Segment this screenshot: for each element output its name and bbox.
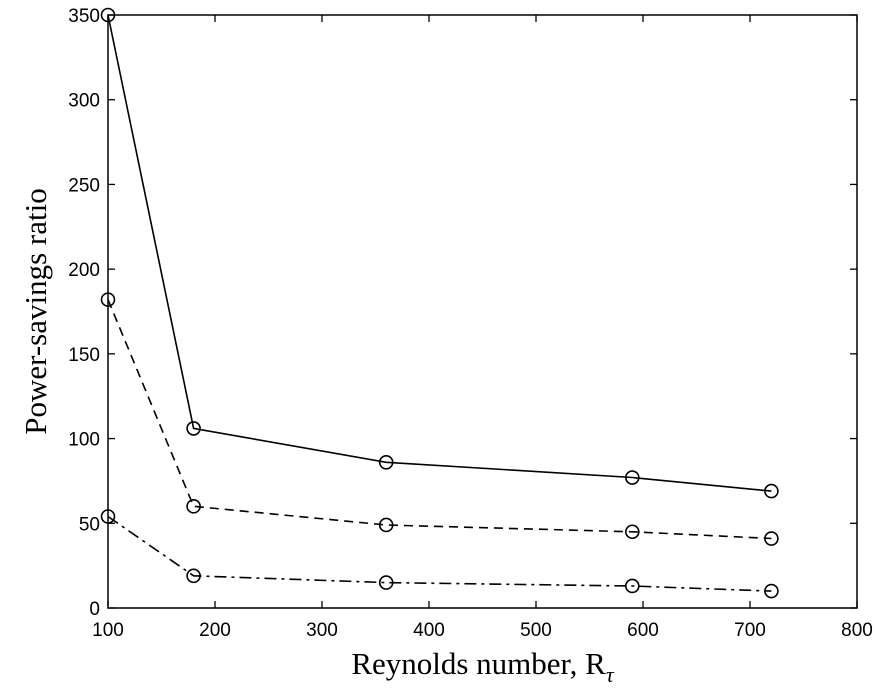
series-line-2 xyxy=(107,299,772,540)
data-point xyxy=(764,531,779,546)
y-axis-label: Power-savings ratio xyxy=(18,188,53,434)
y-tick-label: 100 xyxy=(68,430,100,451)
x-tick-label: 500 xyxy=(520,620,552,641)
data-point xyxy=(624,524,640,540)
x-axis-label-text: Reynolds number, R xyxy=(351,646,606,681)
tick-labels: 100 200 300 400 500 600 700 800 0 50 100 150 200 250 3… xyxy=(68,6,873,641)
x-tick-label: 600 xyxy=(627,620,659,641)
data-point xyxy=(186,499,201,514)
y-tick-label: 200 xyxy=(68,260,100,281)
data-point xyxy=(378,454,394,470)
data-point xyxy=(186,421,201,436)
ticks-layer xyxy=(107,14,858,609)
x-tick-label: 200 xyxy=(199,620,231,641)
y-tick-label: 250 xyxy=(68,175,100,196)
x-tick-label: 700 xyxy=(734,620,766,641)
y-tick-label: 150 xyxy=(68,345,100,366)
data-point xyxy=(186,568,201,584)
x-tick-label: 800 xyxy=(841,620,873,641)
y-tick-label: 50 xyxy=(79,514,100,535)
x-axis-label-subscript: τ xyxy=(606,662,615,687)
x-tick-label: 300 xyxy=(306,620,338,641)
y-tick-label: 350 xyxy=(68,6,100,27)
data-point xyxy=(764,483,779,499)
y-tick-label: 300 xyxy=(68,91,100,112)
x-tick-label: 100 xyxy=(92,620,124,641)
data-point xyxy=(378,575,394,590)
data-point xyxy=(624,578,640,594)
series-line-3 xyxy=(107,515,772,592)
y-tick-label: 0 xyxy=(89,599,100,620)
data-point xyxy=(624,470,640,485)
plot-frame xyxy=(107,14,858,609)
x-tick-label: 400 xyxy=(413,620,445,641)
series-line-1 xyxy=(107,14,772,492)
series-layer xyxy=(100,7,779,599)
x-axis-label: Reynolds number, Rτ xyxy=(351,646,615,687)
data-point xyxy=(764,583,779,599)
data-point xyxy=(378,517,394,533)
